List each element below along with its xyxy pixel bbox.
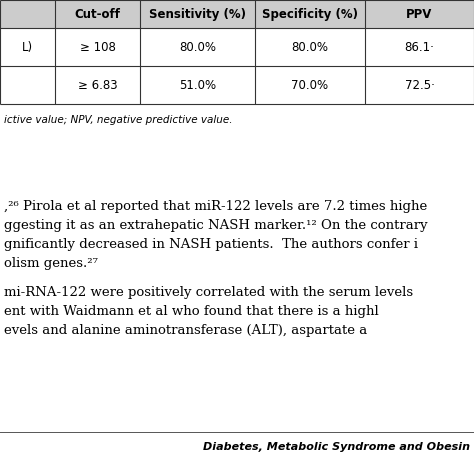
Text: ent with Waidmann et al who found that there is a highl: ent with Waidmann et al who found that t…: [4, 305, 379, 318]
Text: mi-RNA-122 were positively correlated with the serum levels: mi-RNA-122 were positively correlated wi…: [4, 286, 413, 299]
Text: 80.0%: 80.0%: [292, 40, 328, 54]
Text: 70.0%: 70.0%: [292, 79, 328, 91]
Text: ggesting it as an extrahepatic NASH marker.¹² On the contrary: ggesting it as an extrahepatic NASH mark…: [4, 219, 428, 232]
Text: ≥ 6.83: ≥ 6.83: [78, 79, 117, 91]
Text: Cut-off: Cut-off: [74, 8, 120, 20]
Text: ≥ 108: ≥ 108: [80, 40, 116, 54]
Text: 72.5·: 72.5·: [405, 79, 435, 91]
Text: 86.1·: 86.1·: [405, 40, 435, 54]
Text: gnificantly decreased in NASH patients.  The authors confer i: gnificantly decreased in NASH patients. …: [4, 238, 418, 251]
Text: Specificity (%): Specificity (%): [262, 8, 358, 20]
Text: L): L): [22, 40, 33, 54]
Text: 51.0%: 51.0%: [179, 79, 216, 91]
Text: 80.0%: 80.0%: [179, 40, 216, 54]
Text: ictive value; NPV, negative predictive value.: ictive value; NPV, negative predictive v…: [4, 115, 233, 125]
Bar: [0, 0, 474, 28]
Text: ,²⁶ Pirola et al reported that miR-122 levels are 7.2 times highe: ,²⁶ Pirola et al reported that miR-122 l…: [4, 200, 427, 213]
Text: olism genes.²⁷: olism genes.²⁷: [4, 257, 98, 270]
Text: Diabetes, Metabolic Syndrome and Obesin: Diabetes, Metabolic Syndrome and Obesin: [203, 442, 470, 452]
Text: PPV: PPV: [406, 8, 433, 20]
Text: evels and alanine aminotransferase (ALT), aspartate a: evels and alanine aminotransferase (ALT)…: [4, 324, 367, 337]
Text: Sensitivity (%): Sensitivity (%): [149, 8, 246, 20]
